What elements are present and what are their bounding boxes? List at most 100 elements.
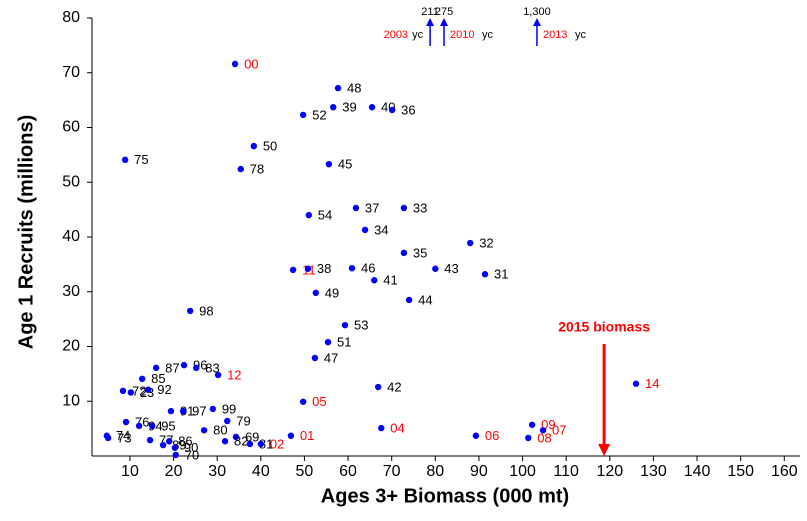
point xyxy=(237,165,244,173)
point xyxy=(374,383,382,391)
point xyxy=(311,354,319,362)
point-label: 07 xyxy=(552,423,566,438)
x-tick-label: 140 xyxy=(684,463,711,480)
point-label: 47 xyxy=(324,350,338,365)
point xyxy=(180,361,188,369)
point xyxy=(186,307,194,315)
x-tick-label: 70 xyxy=(383,463,401,480)
x-tick-label: 50 xyxy=(296,463,314,480)
y-tick-label: 40 xyxy=(62,228,80,245)
offscale-year: 2013 xyxy=(543,29,567,41)
point xyxy=(371,277,378,284)
point-label: 37 xyxy=(365,200,379,215)
point xyxy=(127,389,135,396)
point-label: 31 xyxy=(494,267,508,282)
point-label: 35 xyxy=(413,245,427,260)
x-tick-label: 150 xyxy=(727,463,754,480)
point xyxy=(525,434,532,442)
point-label: 72 xyxy=(132,383,146,398)
point xyxy=(324,338,332,346)
point-label: 98 xyxy=(199,303,213,318)
offscale-year-suffix: yc xyxy=(575,29,587,41)
point xyxy=(250,142,258,150)
point-label: 54 xyxy=(318,208,332,223)
y-tick-label: 70 xyxy=(62,64,80,81)
point-label: 14 xyxy=(645,376,659,391)
point-label: 48 xyxy=(347,81,361,96)
point xyxy=(232,433,240,441)
point-label: 95 xyxy=(161,418,175,433)
point xyxy=(341,321,349,329)
point xyxy=(289,266,297,274)
offscale-suffix: yc xyxy=(412,29,424,41)
point xyxy=(352,204,360,212)
point-label: 01 xyxy=(300,428,314,443)
point xyxy=(152,364,160,372)
point-label: 81 xyxy=(259,436,273,451)
offscale-year: 2003 xyxy=(384,29,408,41)
point-label: 38 xyxy=(317,261,331,276)
point xyxy=(200,427,208,434)
point-label: 42 xyxy=(387,379,401,394)
point xyxy=(378,424,385,432)
point xyxy=(209,405,217,413)
point xyxy=(312,289,319,297)
point-label: 86 xyxy=(178,434,192,449)
point-label: 05 xyxy=(312,394,326,409)
point xyxy=(104,434,112,442)
point xyxy=(481,271,489,278)
point xyxy=(148,422,156,430)
point-label: 00 xyxy=(244,56,258,71)
point xyxy=(330,104,337,111)
point-label: 32 xyxy=(479,235,493,250)
point xyxy=(221,438,229,445)
point-label: 33 xyxy=(413,200,427,215)
point xyxy=(368,104,376,111)
point xyxy=(388,106,396,114)
point-label: 08 xyxy=(537,430,551,445)
x-tick-label: 160 xyxy=(771,463,798,480)
point xyxy=(325,160,333,168)
y-tick-label: 80 xyxy=(62,9,80,26)
point xyxy=(135,422,143,430)
point xyxy=(214,371,222,379)
point xyxy=(348,265,356,272)
y-tick-label: 20 xyxy=(62,338,80,355)
point-label: 75 xyxy=(134,152,148,167)
y-tick-label: 10 xyxy=(62,392,80,409)
offscale-value: 1,300 xyxy=(523,6,551,18)
point-label: 36 xyxy=(401,102,415,117)
point xyxy=(432,265,439,272)
biomass-arrowhead xyxy=(598,444,611,456)
x-tick-label: 120 xyxy=(596,463,623,480)
point-label: 78 xyxy=(250,162,264,177)
point-label: 99 xyxy=(222,401,236,416)
point-label: 92 xyxy=(157,382,171,397)
offscale-year: 2010 xyxy=(450,29,474,41)
point xyxy=(304,265,312,272)
point-label: 70 xyxy=(185,447,199,462)
point-label: 51 xyxy=(337,335,351,350)
y-tick-label: 60 xyxy=(62,119,80,136)
point-label: 44 xyxy=(418,292,432,307)
point-label: 39 xyxy=(342,100,356,115)
x-tick-label: 60 xyxy=(339,463,357,480)
point-label: 97 xyxy=(192,404,206,419)
offscale-value: 275 xyxy=(435,6,453,18)
point xyxy=(400,249,408,257)
point-label: 50 xyxy=(263,139,277,154)
x-axis-title: Ages 3+ Biomass (000 mt) xyxy=(321,485,569,507)
point xyxy=(539,427,547,434)
point-label: 46 xyxy=(361,261,375,276)
x-tick-label: 80 xyxy=(426,463,444,480)
point xyxy=(231,60,239,68)
point xyxy=(361,226,369,234)
point xyxy=(193,364,200,372)
point-label: 80 xyxy=(213,423,227,438)
point xyxy=(121,156,129,164)
point xyxy=(138,375,146,383)
point-label: 43 xyxy=(444,261,458,276)
point xyxy=(528,421,536,428)
offscale-year-suffix: yc xyxy=(482,29,494,41)
